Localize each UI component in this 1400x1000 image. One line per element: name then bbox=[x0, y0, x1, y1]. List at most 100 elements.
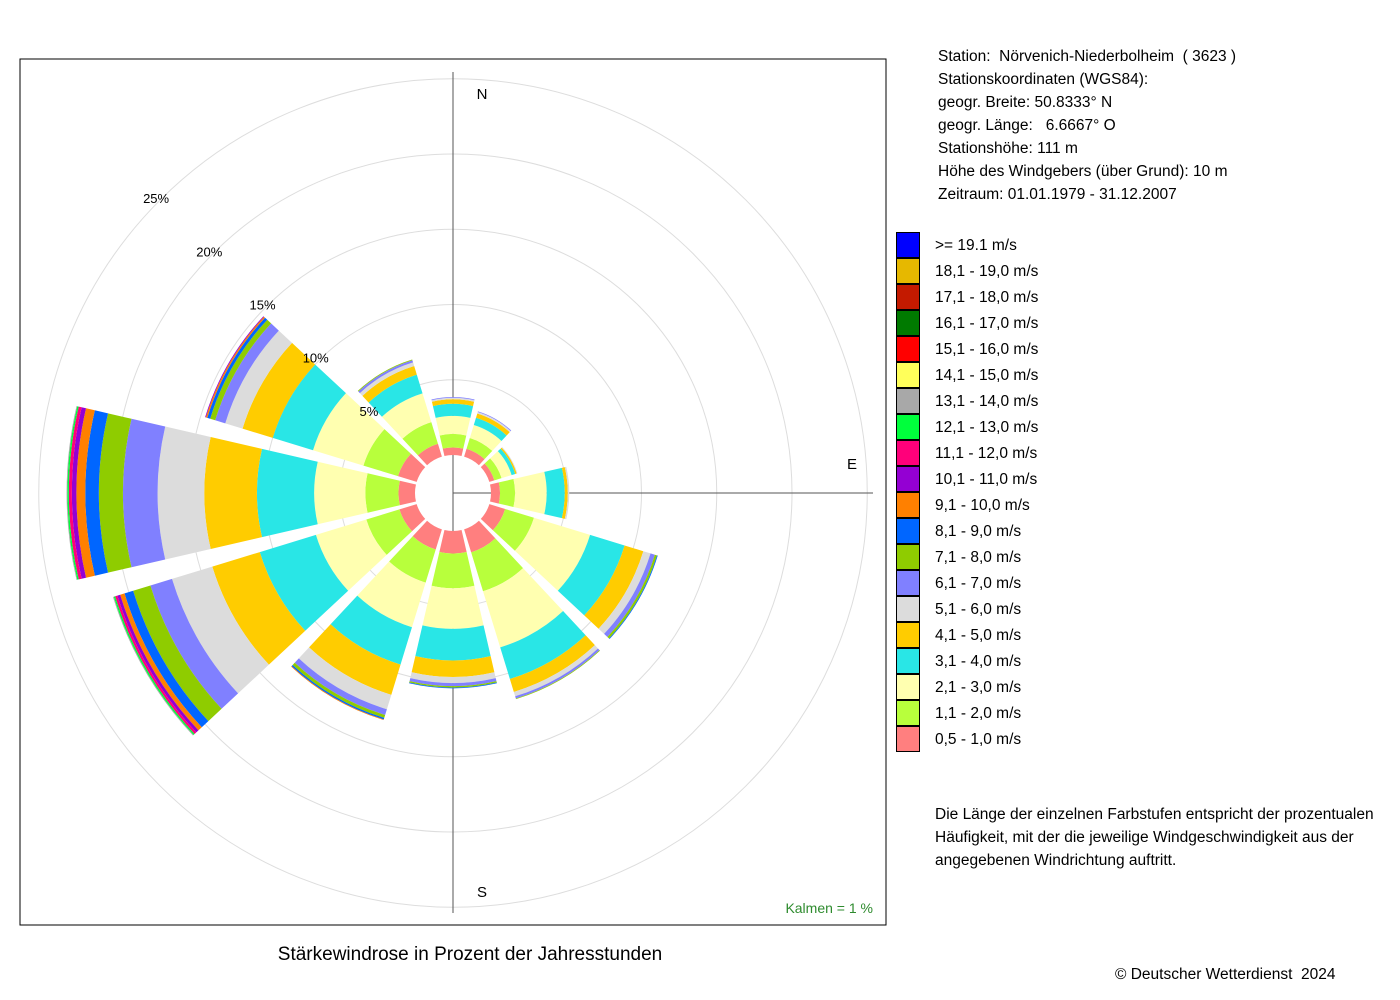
wind-segment bbox=[477, 412, 511, 433]
legend-label: 2,1 - 3,0 m/s bbox=[935, 679, 1022, 696]
wind-segment bbox=[500, 611, 586, 680]
note-line: Häufigkeit, mit der die jeweilige Windge… bbox=[935, 829, 1354, 846]
legend-swatch bbox=[896, 362, 920, 388]
wind-segment bbox=[409, 682, 497, 689]
legend-label: 18,1 - 19,0 m/s bbox=[935, 263, 1039, 280]
wind-segment bbox=[294, 658, 387, 716]
wind-segment bbox=[509, 635, 595, 692]
wind-segment bbox=[480, 504, 506, 531]
wind-segment bbox=[442, 447, 464, 456]
wind-segment bbox=[431, 399, 475, 407]
wind-segment bbox=[358, 360, 414, 394]
note-line: angegebenen Windrichtung auftritt. bbox=[935, 852, 1177, 869]
wind-segment bbox=[207, 317, 268, 419]
latitude: geogr. Breite: 50.8333° N bbox=[938, 94, 1113, 111]
copyright: © Deutscher Wetterdienst 2024 bbox=[1115, 966, 1336, 983]
wind-segment bbox=[557, 534, 625, 616]
wind-segment bbox=[85, 410, 109, 576]
legend-swatch bbox=[896, 466, 920, 492]
legend-note: Die Länge der einzelnen Farbstufen entsp… bbox=[935, 803, 1400, 872]
station-height: Stationshöhe: 111 m bbox=[938, 140, 1078, 157]
wind-segment bbox=[313, 393, 385, 466]
wind-segment bbox=[514, 517, 591, 591]
wind-segment bbox=[483, 568, 564, 648]
wind-segment bbox=[480, 463, 495, 482]
ring-label: 20% bbox=[196, 244, 222, 259]
legend-swatch bbox=[896, 648, 920, 674]
wind-segment bbox=[564, 466, 570, 520]
legend-swatch bbox=[896, 596, 920, 622]
chart-title: Stärkewindrose in Prozent der Jahresstun… bbox=[278, 944, 662, 965]
north-label: N bbox=[477, 86, 488, 103]
legend-swatch bbox=[896, 518, 920, 544]
period: Zeitraum: 01.01.1979 - 31.12.2007 bbox=[938, 186, 1177, 203]
wind-segment bbox=[490, 482, 501, 504]
legend-swatch bbox=[896, 440, 920, 466]
ring-label: 15% bbox=[249, 298, 275, 313]
legend-swatch bbox=[896, 674, 920, 700]
wind-segment bbox=[259, 534, 349, 631]
legend-label: 16,1 - 17,0 m/s bbox=[935, 315, 1039, 332]
station-info: Station: Nörvenich-Niederbolheim ( 3623 … bbox=[938, 45, 1236, 206]
ring-label: 10% bbox=[303, 351, 329, 366]
wind-segment bbox=[471, 538, 524, 592]
wind-segment bbox=[66, 406, 78, 580]
legend-label: 8,1 - 9,0 m/s bbox=[935, 523, 1022, 540]
wind-segment bbox=[475, 413, 510, 436]
wind-segment bbox=[67, 406, 79, 580]
wind-segment bbox=[417, 443, 442, 466]
legend-label: 3,1 - 4,0 m/s bbox=[935, 653, 1022, 670]
note-line: Die Länge der einzelnen Farbstufen entsp… bbox=[935, 806, 1374, 823]
wind-segment bbox=[432, 403, 474, 418]
legend-swatch bbox=[896, 284, 920, 310]
legend-swatch bbox=[896, 622, 920, 648]
wind-segment bbox=[435, 415, 471, 436]
wind-segment bbox=[469, 424, 502, 451]
wind-segment bbox=[464, 448, 485, 466]
wind-segment bbox=[513, 645, 598, 697]
wind-segment bbox=[292, 662, 386, 718]
legend-swatch bbox=[896, 310, 920, 336]
wind-segment bbox=[330, 595, 412, 665]
wind-segment bbox=[123, 418, 166, 568]
wind-segment bbox=[464, 520, 496, 553]
wind-segment bbox=[431, 552, 475, 589]
legend-label: 4,1 - 5,0 m/s bbox=[935, 627, 1022, 644]
wind-segment bbox=[120, 593, 202, 731]
wind-segment bbox=[598, 551, 651, 634]
wind-segment bbox=[473, 417, 507, 441]
wind-segment bbox=[98, 413, 132, 573]
legend-swatch bbox=[896, 700, 920, 726]
wind-segment bbox=[497, 448, 516, 476]
legend-label: 5,1 - 6,0 m/s bbox=[935, 601, 1022, 618]
legend-label: 7,1 - 8,0 m/s bbox=[935, 549, 1022, 566]
wind-segment bbox=[431, 397, 475, 402]
wind-segment bbox=[409, 681, 497, 688]
wind-segment bbox=[490, 451, 512, 479]
legend-label: 17,1 - 18,0 m/s bbox=[935, 289, 1039, 306]
legend-swatch bbox=[896, 492, 920, 518]
wind-segment bbox=[399, 504, 426, 532]
sensor-height: Höhe des Windgebers (über Grund): 10 m bbox=[938, 163, 1228, 180]
wind-segment bbox=[204, 437, 262, 549]
wind-segment bbox=[362, 365, 417, 403]
wind-segment bbox=[150, 578, 239, 709]
legend-swatch bbox=[896, 414, 920, 440]
wind-segment bbox=[315, 519, 387, 591]
wind-segment bbox=[157, 426, 211, 560]
legend-label: 13,1 - 14,0 m/s bbox=[935, 393, 1039, 410]
wind-segment bbox=[368, 374, 423, 417]
legend-label: 6,1 - 7,0 m/s bbox=[935, 575, 1022, 592]
wind-segment bbox=[256, 448, 318, 538]
wind-segment bbox=[402, 422, 438, 456]
legend-swatch bbox=[896, 544, 920, 570]
south-label: S bbox=[477, 884, 487, 901]
legend-label: 14,1 - 15,0 m/s bbox=[935, 367, 1039, 384]
legend-swatch bbox=[896, 336, 920, 362]
legend-label: 15,1 - 16,0 m/s bbox=[935, 341, 1039, 358]
wind-segment bbox=[215, 323, 279, 424]
wind-segment bbox=[584, 545, 644, 629]
wind-segment bbox=[242, 342, 316, 438]
calm-label: Kalmen = 1 % bbox=[785, 900, 873, 916]
